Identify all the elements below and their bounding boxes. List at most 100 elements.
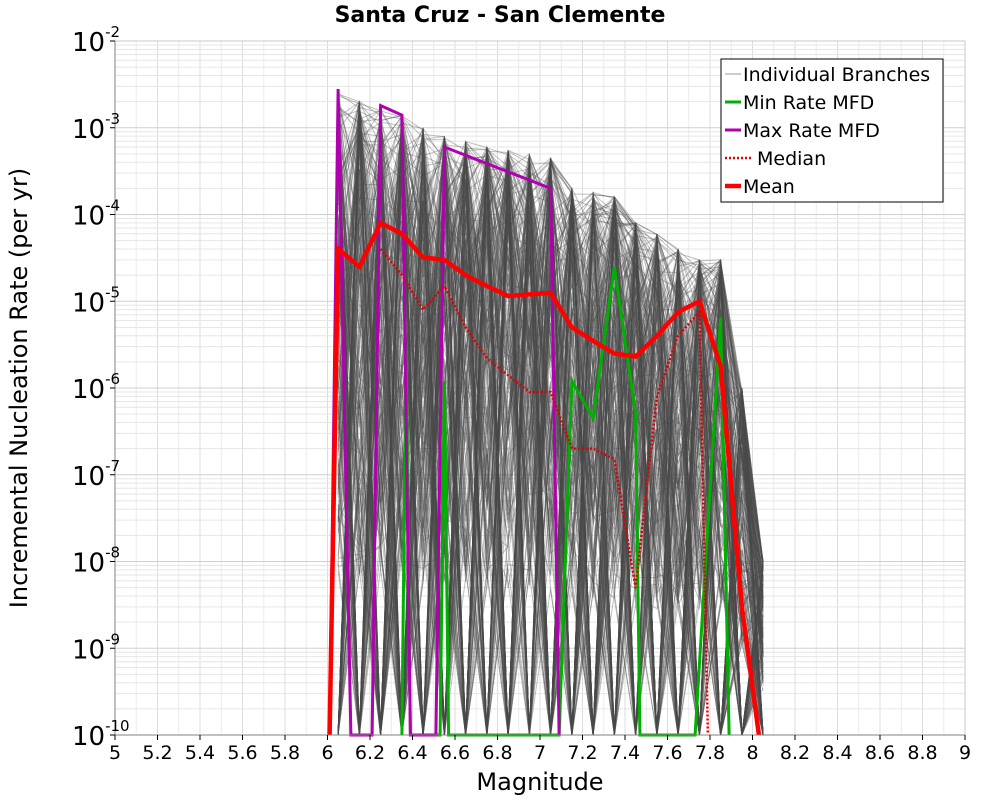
y-tick-exponent: -2 [105, 23, 120, 41]
branch-line [337, 93, 764, 736]
branch-line [337, 102, 764, 736]
y-tick-label: 10-9 [72, 630, 120, 665]
branch-line [337, 143, 764, 736]
x-tick-label: 5.6 [227, 742, 257, 764]
y-tick-base: 10 [72, 462, 105, 492]
branch-line [337, 216, 764, 736]
branch-line [337, 139, 764, 736]
x-tick-label: 5.8 [270, 742, 300, 764]
branch-line [337, 108, 764, 736]
branch-line [337, 115, 764, 736]
branch-line [337, 133, 764, 736]
branch-line [337, 155, 764, 736]
branch-line [337, 127, 764, 736]
y-tick-base: 10 [72, 28, 105, 58]
branch-line [337, 121, 764, 736]
branch-line [337, 103, 764, 736]
series-line-4 [327, 219, 762, 736]
y-tick-label: 10-3 [72, 110, 120, 145]
x-tick-label: 6.2 [355, 742, 385, 764]
branch-line [338, 115, 764, 736]
x-tick-label: 8.4 [822, 742, 852, 764]
branch-line [337, 116, 764, 736]
branch-line [337, 126, 764, 736]
y-tick-exponent: -8 [105, 544, 120, 562]
y-tick-exponent: -6 [105, 370, 120, 388]
series-line-2 [328, 88, 561, 737]
branch-line [337, 170, 764, 736]
branch-line [337, 112, 764, 736]
branch-line [337, 167, 764, 736]
legend-label-4: Mean [743, 176, 795, 198]
branch-line [338, 138, 764, 736]
branch-line [337, 110, 764, 736]
branch-line [337, 161, 764, 736]
legend-box [720, 58, 944, 203]
legend: Individual Branches Min Rate MFD Max Rate … [720, 58, 944, 203]
branch-line [337, 157, 764, 736]
y-tick-label: 10-5 [72, 283, 120, 318]
x-tick-label: 6 [321, 742, 333, 764]
legend-label-2: Max Rate MFD [743, 120, 880, 142]
x-tick-label: 6.8 [482, 742, 512, 764]
x-tick-label: 7 [534, 742, 546, 764]
branch-line [337, 144, 764, 736]
x-axis-label: Magnitude [476, 768, 603, 796]
legend-label-3: Median [757, 148, 826, 170]
x-tick-label: 9 [959, 742, 971, 764]
x-tick-label: 8.2 [780, 742, 810, 764]
branch-line [337, 138, 764, 736]
y-tick-exponent: -4 [105, 197, 120, 215]
x-tick-label: 8.6 [865, 742, 895, 764]
branch-line [337, 141, 764, 736]
x-tick-label: 7.4 [610, 742, 640, 764]
y-tick-label: 10-4 [72, 197, 120, 232]
branch-line [337, 107, 764, 736]
branch-line [337, 219, 764, 736]
branch-line [338, 154, 764, 736]
x-tick-label: 6.4 [397, 742, 427, 764]
y-tick-exponent: -9 [105, 630, 120, 648]
y-tick-exponent: -10 [105, 717, 130, 735]
y-tick-label: 10-10 [72, 717, 130, 752]
x-tick-label: 6.6 [440, 742, 470, 764]
y-tick-label: 10-2 [72, 23, 120, 58]
y-axis-label: Incremental Nucleation Rate (per yr) [5, 168, 33, 608]
branch-line [337, 142, 764, 736]
x-tick-label: 5.2 [142, 742, 172, 764]
branch-line [337, 127, 764, 736]
branch-line [337, 133, 764, 736]
branch-line [337, 180, 764, 736]
branch-line [337, 167, 764, 736]
branch-line [337, 147, 764, 736]
y-tick-base: 10 [72, 115, 105, 145]
branch-line [337, 115, 764, 736]
y-tick-exponent: -7 [105, 457, 120, 475]
branch-line [337, 119, 764, 736]
branch-line [337, 115, 764, 736]
y-tick-base: 10 [72, 722, 105, 752]
y-tick-base: 10 [72, 549, 105, 579]
branch-line [337, 167, 764, 736]
y-tick-exponent: -5 [105, 283, 120, 301]
branch-line [337, 100, 764, 736]
branch-line [337, 132, 764, 736]
branch-line [337, 163, 764, 736]
y-tick-label: 10-8 [72, 544, 120, 579]
branch-line [337, 173, 764, 736]
x-tick-label: 8 [746, 742, 758, 764]
y-tick-base: 10 [72, 288, 105, 318]
branch-line [337, 100, 764, 736]
x-axis-ticks: 5 5.2 5.4 5.6 5.8 6 6.2 6.4 6.6 6.8 7 7.2 7.4 7.6 7.8 8… [109, 735, 971, 764]
branch-line [337, 136, 764, 736]
branch-line [337, 212, 764, 736]
y-tick-exponent: -3 [105, 110, 120, 128]
branch-line [337, 137, 764, 736]
y-tick-base: 10 [72, 202, 105, 232]
branch-line [337, 102, 764, 736]
branch-line [337, 112, 764, 736]
y-axis-ticks: 10-210-310-410-510-610-710-810-910-10 [72, 23, 130, 752]
y-tick-base: 10 [72, 635, 105, 665]
branch-line [337, 123, 764, 736]
